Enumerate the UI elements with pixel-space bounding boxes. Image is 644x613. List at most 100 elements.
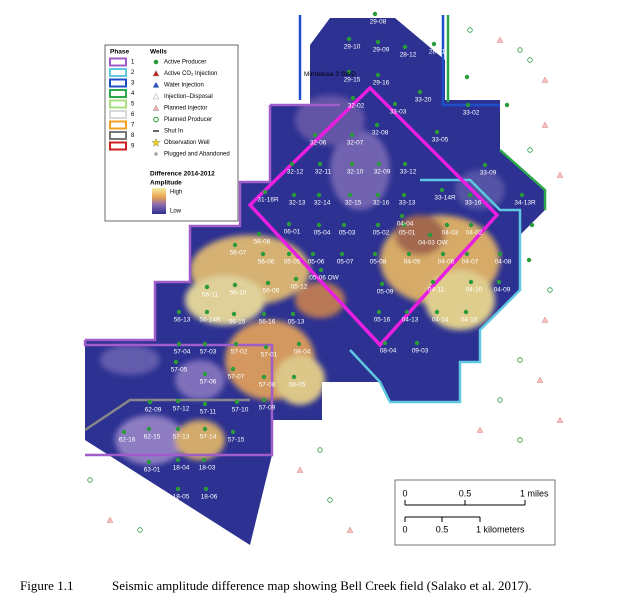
well-label: 18-04 [173, 465, 190, 472]
caption-text: Seismic amplitude difference map showing… [112, 578, 532, 593]
well-symbol [375, 72, 381, 78]
well-label: 28-15 [462, 82, 479, 89]
well-symbol [468, 222, 474, 228]
well-symbol [265, 280, 271, 286]
well-label: 56-08 [254, 239, 271, 246]
planned-injector [296, 466, 304, 473]
well-symbol [482, 162, 488, 168]
well-label: 18-03 [199, 465, 216, 472]
well-label: 29-16 [373, 80, 390, 87]
well-label: 56-10 [230, 290, 247, 297]
well-label: 28-12 [400, 52, 417, 59]
planned-injector [496, 36, 504, 43]
phase-label: 8 [131, 133, 135, 139]
well-label: 04-11 [428, 287, 445, 294]
planned-producer [327, 497, 333, 503]
well-label: 05-09 [377, 289, 394, 296]
well-label: 57-10 [232, 407, 249, 414]
well-label: 29-08 [370, 19, 387, 26]
well-label: 32-02 [348, 103, 365, 110]
well-symbol [399, 213, 405, 219]
phase-swatch [109, 141, 127, 151]
well-symbol [497, 251, 503, 257]
well-label: 04-03 [442, 230, 459, 237]
scale-label: 1 miles [520, 488, 549, 498]
well-label: 04-04 [397, 221, 414, 228]
planned-producer [517, 437, 523, 443]
well-label: 32-15 [345, 200, 362, 207]
well-label: 33-09 [480, 170, 497, 177]
well-symbol [261, 374, 267, 380]
legend-symbol [153, 59, 159, 65]
planned-injector [541, 316, 549, 323]
well-symbol [175, 426, 181, 432]
well-symbol [402, 44, 408, 50]
well-label: 57-15 [228, 437, 245, 444]
well-label: 32-08 [372, 130, 389, 137]
legend-title: Phase [110, 49, 130, 56]
well-label: 08-05 [289, 382, 306, 389]
planned-producer [517, 357, 523, 363]
well-label: 56-15 [229, 319, 246, 326]
well-symbol [316, 222, 322, 228]
phase-swatch [109, 89, 127, 98]
well-symbol [463, 309, 469, 315]
well-label: 06-01 [284, 229, 301, 236]
well-symbol [204, 309, 210, 315]
planned-producer [527, 57, 533, 63]
well-label: 33-12 [400, 169, 417, 176]
legend-symbol [154, 152, 158, 156]
well-label: 05-06 OW [309, 275, 339, 282]
well-symbol [202, 401, 208, 407]
well-symbol [173, 359, 179, 365]
planned-producer [517, 47, 523, 53]
well-label: 56-14R [199, 317, 221, 324]
well-label: 57-13 [173, 434, 190, 441]
phase-boundaries [83, 15, 547, 457]
well-symbol [312, 132, 318, 138]
legend-label: Planned Producer [164, 117, 212, 123]
planned-producer [87, 477, 93, 483]
well-symbol [404, 309, 410, 315]
planned-injector [476, 426, 484, 433]
well-symbol [434, 309, 440, 315]
well-label: 05-06 [308, 259, 325, 266]
phase-swatch [109, 131, 127, 140]
phase-label: 5 [131, 102, 135, 108]
well-symbol [430, 279, 436, 285]
well-symbol [256, 231, 262, 237]
well-label: 05-04 [314, 230, 331, 237]
well-symbol [382, 340, 388, 346]
legend-symbol [152, 104, 160, 111]
phase-swatch [109, 78, 127, 88]
well-symbol [401, 222, 407, 228]
well-symbol [121, 429, 127, 435]
well-label: 05-16 [374, 317, 391, 324]
well-symbol [286, 221, 292, 227]
well-label: 04-15 [461, 317, 478, 324]
well-label: 05-13 [288, 319, 305, 326]
well-label: 56-07 [230, 250, 247, 257]
well-symbol [519, 192, 525, 198]
well-symbol [202, 371, 208, 377]
well-label: 32-10 [347, 169, 364, 176]
well-label: 04-10 [466, 287, 483, 294]
well-symbol [406, 251, 412, 257]
well-label: 32-14 [314, 200, 331, 207]
well-label: 05-02 [373, 230, 390, 237]
well-label: 33-05 [432, 137, 449, 144]
well-label: 34-13R [514, 200, 536, 207]
phase-label: 7 [131, 123, 135, 129]
well-label: 57-11 [200, 409, 217, 416]
well-label: 04-02 [466, 230, 483, 237]
well-symbol [176, 309, 182, 315]
well-symbol [310, 251, 316, 257]
well-symbol [439, 187, 445, 193]
well-label: 32-12 [287, 169, 304, 176]
well-symbol [464, 251, 470, 257]
well-symbol [401, 192, 407, 198]
well-symbol [440, 251, 446, 257]
well-label: 62-09 [145, 407, 162, 414]
well-symbol [234, 399, 240, 405]
